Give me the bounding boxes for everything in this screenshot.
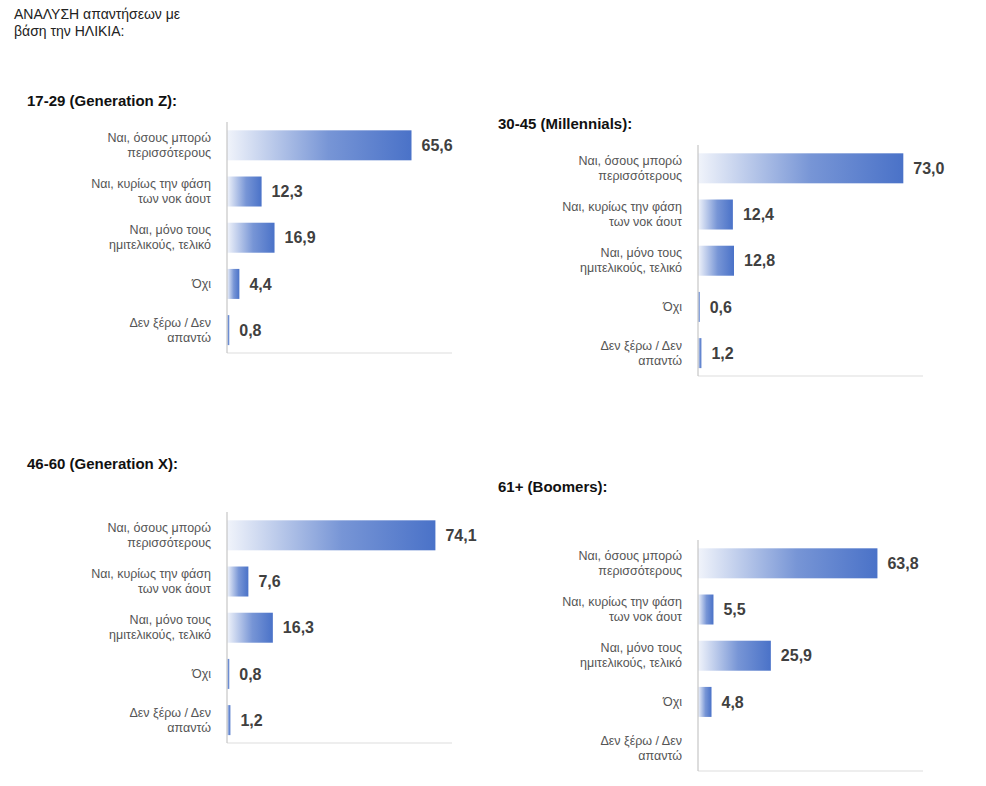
- svg-text:4,4: 4,4: [249, 276, 271, 293]
- svg-text:Ναι, κυρίως την φάσητων νοκ άο: Ναι, κυρίως την φάσητων νοκ άουτ: [562, 595, 682, 624]
- svg-text:Ναι, κυρίως την φάσητων νοκ άο: Ναι, κυρίως την φάσητων νοκ άουτ: [91, 177, 211, 206]
- svg-text:5,5: 5,5: [723, 601, 745, 618]
- svg-text:73,0: 73,0: [913, 160, 944, 177]
- svg-text:25,9: 25,9: [781, 647, 812, 664]
- svg-text:Ναι, μόνο τουςημιτελικούς, τελ: Ναι, μόνο τουςημιτελικούς, τελικό: [580, 246, 682, 275]
- svg-text:0,6: 0,6: [710, 299, 732, 316]
- svg-text:4,8: 4,8: [722, 694, 744, 711]
- html-text:30-45 (Millennials):: 30-45 (Millennials):: [498, 115, 633, 132]
- svg-text:Δεν ξέρω / Δεναπαντώ: Δεν ξέρω / Δεναπαντώ: [600, 734, 682, 763]
- svg-text:Ναι, όσους μπορώπερισσότερους: Ναι, όσους μπορώπερισσότερους: [579, 154, 683, 183]
- svg-text:1,2: 1,2: [240, 712, 262, 729]
- svg-text:12,4: 12,4: [743, 206, 774, 223]
- svg-text:Ναι, όσους μπορώπερισσότερους: Ναι, όσους μπορώπερισσότερους: [108, 521, 212, 550]
- svg-text:Ναι, μόνο τουςημιτελικούς, τελ: Ναι, μόνο τουςημιτελικούς, τελικό: [109, 223, 211, 252]
- svg-text:0,8: 0,8: [239, 666, 261, 683]
- svg-text:Όχι: Όχι: [662, 695, 682, 709]
- svg-text:16,3: 16,3: [283, 619, 314, 636]
- svg-text:16,9: 16,9: [285, 229, 316, 246]
- svg-text:Ναι, κυρίως την φάσητων νοκ άο: Ναι, κυρίως την φάσητων νοκ άουτ: [91, 567, 211, 596]
- html-text:46-60 (Generation X):: 46-60 (Generation X):: [27, 455, 178, 472]
- svg-text:Ναι, κυρίως την φάσητων νοκ άο: Ναι, κυρίως την φάσητων νοκ άουτ: [562, 200, 682, 229]
- svg-text:12,3: 12,3: [272, 183, 303, 200]
- svg-text:Ναι, όσους μπορώπερισσότερους: Ναι, όσους μπορώπερισσότερους: [108, 131, 212, 160]
- html-text:61+ (Boomers):: 61+ (Boomers):: [498, 478, 608, 495]
- svg-text:0,8: 0,8: [239, 322, 261, 339]
- svg-text:Δεν ξέρω / Δεναπαντώ: Δεν ξέρω / Δεναπαντώ: [129, 316, 211, 345]
- svg-text:65,6: 65,6: [422, 137, 453, 154]
- svg-text:Ναι, όσους μπορώπερισσότερους: Ναι, όσους μπορώπερισσότερους: [579, 549, 683, 578]
- svg-text:Όχι: Όχι: [191, 667, 211, 681]
- svg-text:74,1: 74,1: [445, 527, 476, 544]
- svg-text:Όχι: Όχι: [191, 277, 211, 291]
- svg-text:Όχι: Όχι: [662, 300, 682, 314]
- svg-text:Δεν ξέρω / Δεναπαντώ: Δεν ξέρω / Δεναπαντώ: [600, 339, 682, 368]
- svg-text:63,8: 63,8: [887, 555, 918, 572]
- svg-text:Ναι, μόνο τουςημιτελικούς, τελ: Ναι, μόνο τουςημιτελικούς, τελικό: [580, 641, 682, 670]
- svg-text:Δεν ξέρω / Δεναπαντώ: Δεν ξέρω / Δεναπαντώ: [129, 706, 211, 735]
- svg-text:Ναι, μόνο τουςημιτελικούς, τελ: Ναι, μόνο τουςημιτελικούς, τελικό: [109, 613, 211, 642]
- svg-text:1,2: 1,2: [711, 345, 733, 362]
- html-text:17-29 (Generation Z):: 17-29 (Generation Z):: [27, 92, 177, 109]
- svg-text:7,6: 7,6: [258, 573, 280, 590]
- html-text:ΑΝΑΛΥΣΗ απαντήσεων με βάση την: ΑΝΑΛΥΣΗ απαντήσεων με βάση την ΗΛΙΚΙΑ:: [14, 6, 181, 39]
- svg-text:12,8: 12,8: [744, 252, 775, 269]
